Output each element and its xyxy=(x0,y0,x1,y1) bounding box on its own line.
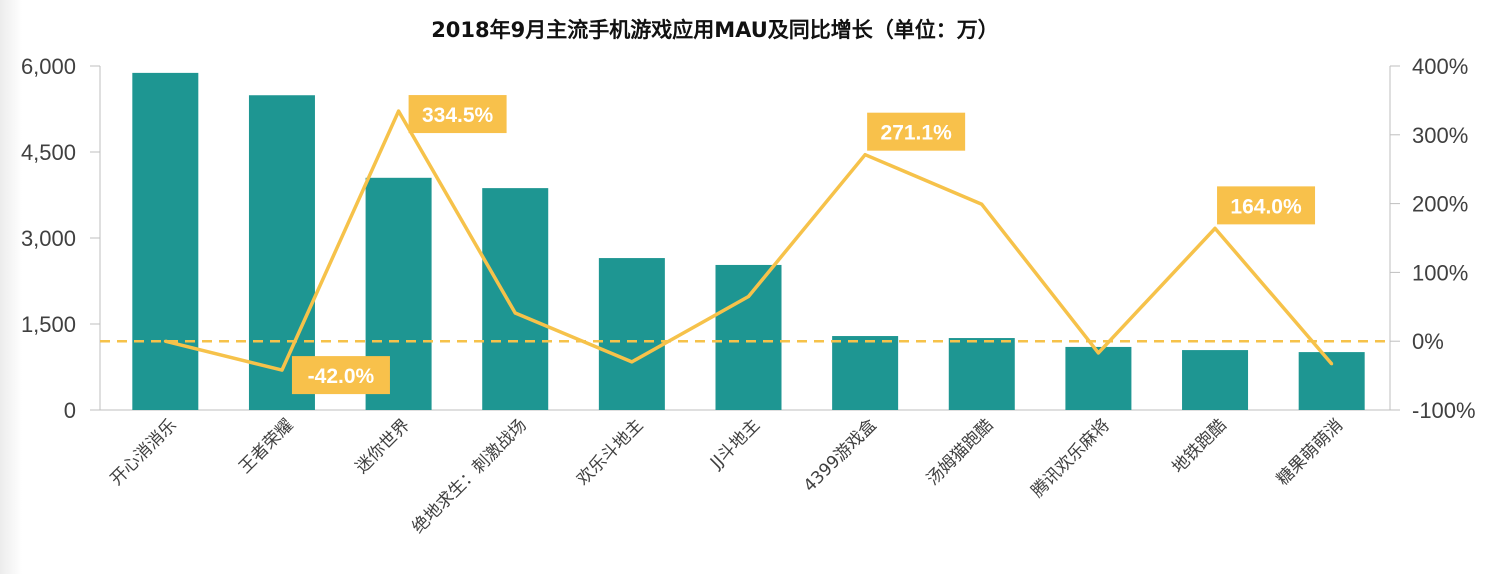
right-tick-label: -100% xyxy=(1412,398,1476,423)
chart-title: 2018年9月主流手机游戏应用MAU及同比增长（单位：万） xyxy=(431,18,999,42)
right-tick-label: 400% xyxy=(1412,54,1468,79)
left-tick-label: 3,000 xyxy=(21,226,76,251)
data-label-box xyxy=(867,112,966,151)
left-tick-label: 4,500 xyxy=(21,140,76,165)
growth-point-4 xyxy=(630,360,634,364)
bar-3 xyxy=(482,188,549,410)
bar-6 xyxy=(832,336,899,410)
growth-point-0 xyxy=(163,339,167,343)
category-label: 糖果萌萌消 xyxy=(1273,415,1347,489)
category-label: 地铁跑酷 xyxy=(1168,415,1230,477)
category-label: 4399游戏盒 xyxy=(800,415,881,496)
category-label: 王者荣耀 xyxy=(235,415,297,477)
growth-point-8 xyxy=(1096,351,1100,355)
category-label: 绝地求生：刺激战场 xyxy=(408,415,530,537)
bar-5 xyxy=(715,264,782,410)
bar-8 xyxy=(1065,346,1132,410)
growth-point-6 xyxy=(863,153,867,157)
right-tick-label: 300% xyxy=(1412,123,1468,148)
category-label: 迷你世界 xyxy=(352,415,414,477)
growth-point-3 xyxy=(513,311,517,315)
bar-7 xyxy=(948,338,1015,410)
data-label: 271.1% xyxy=(881,122,953,145)
right-tick-label: 0% xyxy=(1412,329,1444,354)
bar-9 xyxy=(1182,350,1249,410)
growth-point-7 xyxy=(980,202,984,206)
data-label: 164.0% xyxy=(1230,195,1302,218)
data-label-box xyxy=(291,356,390,395)
growth-point-5 xyxy=(747,294,750,298)
category-label: 欢乐斗地主 xyxy=(573,415,647,489)
data-label-box xyxy=(1217,186,1316,225)
bar-10 xyxy=(1298,352,1365,410)
left-edge-shade xyxy=(0,0,22,574)
left-tick-label: 0 xyxy=(64,398,76,423)
data-label: -42.0% xyxy=(308,365,375,388)
data-label-box xyxy=(408,95,507,134)
data-label: 334.5% xyxy=(422,104,494,127)
category-label: 腾讯欢乐麻将 xyxy=(1028,415,1114,501)
left-tick-label: 6,000 xyxy=(21,54,76,79)
growth-point-10 xyxy=(1330,362,1334,366)
category-label: JJ斗地主 xyxy=(706,415,764,473)
right-tick-label: 200% xyxy=(1412,192,1468,217)
category-label: 开心消消乐 xyxy=(107,415,181,489)
category-label: 汤姆猫跑酷 xyxy=(923,415,997,489)
right-tick-label: 100% xyxy=(1412,260,1468,285)
growth-point-1 xyxy=(280,368,284,372)
bar-0 xyxy=(132,72,199,410)
growth-point-9 xyxy=(1213,226,1217,230)
growth-point-2 xyxy=(397,109,401,113)
left-tick-label: 1,500 xyxy=(21,312,76,337)
bar-4 xyxy=(598,258,665,410)
